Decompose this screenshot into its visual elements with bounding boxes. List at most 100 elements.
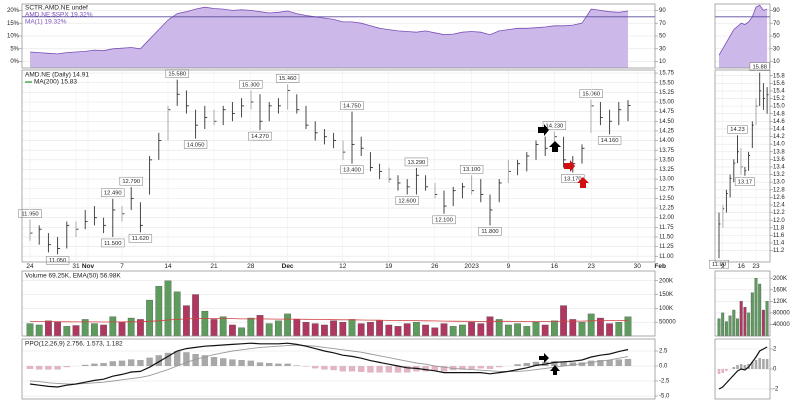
- annotation-box: [101, 238, 125, 248]
- histogram-bar: [758, 358, 761, 369]
- y-tick-label: 120K: [773, 299, 787, 305]
- y-tick-label: 15.2: [773, 96, 785, 102]
- histogram-bar: [477, 366, 485, 369]
- y-tick-label: 13.75: [659, 148, 675, 154]
- y-tick-label: 10: [659, 59, 666, 65]
- histogram-bar: [606, 360, 613, 366]
- volume-bar: [750, 292, 754, 337]
- histogram-bar: [311, 366, 319, 369]
- y-tick-label: 14.2: [773, 134, 785, 140]
- panel-frame: [714, 69, 771, 263]
- annotation-label: 14.270: [251, 134, 269, 140]
- y-tick-label: 12.25: [659, 206, 675, 212]
- x-tick-label: 30: [634, 263, 642, 270]
- annotation-box: [597, 136, 622, 145]
- annotation-label: 11.050: [49, 258, 66, 264]
- y-tick-label: 10: [773, 59, 780, 65]
- volume-bar: [91, 323, 98, 337]
- annotation-label: 12.490: [104, 191, 122, 197]
- volume-bar: [606, 323, 613, 337]
- volume-bar: [477, 323, 485, 337]
- annotation-label: 13.400: [343, 168, 361, 174]
- y-tick-label: 12.0: [773, 218, 785, 224]
- volume-bar: [127, 317, 135, 337]
- volume-bar: [739, 301, 743, 337]
- histogram-bar: [238, 360, 245, 366]
- volume-bar: [256, 315, 264, 337]
- volume-bar: [403, 323, 411, 337]
- annotation-label: 14.750: [343, 103, 361, 109]
- annotation-label: 12.790: [122, 179, 140, 185]
- histogram-bar: [403, 366, 411, 373]
- annotation-label: 12.100: [435, 218, 453, 224]
- histogram-bar: [486, 366, 494, 369]
- y-tick-label: 13.25: [659, 167, 675, 173]
- volume-bar: [717, 318, 721, 337]
- histogram-bar: [54, 366, 61, 370]
- histogram-bar: [468, 366, 475, 369]
- volume-bar: [724, 321, 728, 337]
- annotation-box: [248, 131, 272, 141]
- histogram-bar: [615, 359, 623, 366]
- y-tick-label: 200K: [659, 278, 673, 284]
- volume-bar: [624, 316, 632, 337]
- volume-bar: [302, 322, 310, 337]
- legend-entry: MA(200) 15.83: [34, 79, 77, 86]
- volume-bar: [210, 319, 218, 337]
- volume-bar: [146, 299, 153, 337]
- y-tick-label: 15.0: [773, 104, 785, 110]
- histogram-bar: [721, 369, 724, 373]
- volume-bar: [743, 306, 747, 337]
- y-tick-label: 200K: [773, 276, 787, 282]
- y-tick-label: 12.8: [773, 187, 785, 193]
- y-tick-label: 15.4: [773, 88, 785, 94]
- volume-bar: [321, 324, 328, 337]
- histogram-bar: [45, 366, 52, 370]
- volume-bar: [164, 280, 172, 337]
- volume-bar: [100, 324, 107, 337]
- histogram-bar: [569, 362, 577, 366]
- annotation-box: [119, 176, 143, 186]
- y-tick-label: 14.75: [659, 109, 675, 115]
- histogram-bar: [302, 366, 310, 367]
- x-tick-label: Dec: [282, 263, 294, 270]
- x-tick-label: 14: [164, 263, 172, 270]
- volume-bar: [440, 323, 448, 337]
- histogram-bar: [739, 364, 743, 369]
- panel-frame: [714, 270, 771, 337]
- volume-bar: [615, 322, 623, 337]
- volume-bar: [394, 326, 402, 337]
- panel-frame: [21, 338, 656, 400]
- y-tick-label: -2.5: [659, 379, 670, 385]
- histogram-bar: [35, 366, 43, 370]
- volume-bar: [505, 324, 512, 337]
- volume-bar: [541, 324, 549, 337]
- histogram-bar: [624, 358, 632, 366]
- histogram-bar: [201, 355, 209, 366]
- y-tick-label: 13.0: [773, 180, 785, 186]
- volume-bar: [339, 322, 347, 337]
- y-tick-label: 15.50: [659, 80, 675, 86]
- y-tick-label: 14.50: [659, 119, 675, 125]
- y-tick-label: 11.6: [773, 233, 785, 239]
- area-fill: [719, 5, 768, 69]
- annotation-box: [709, 259, 729, 269]
- volume-bar: [587, 313, 595, 337]
- histogram-bar: [219, 358, 227, 366]
- arrow: [564, 160, 575, 172]
- histogram-bar: [751, 362, 754, 369]
- y-tick-label: 150K: [659, 292, 673, 298]
- arrow: [539, 353, 549, 363]
- y-tick-label: 0: [773, 367, 777, 373]
- arrow: [549, 141, 561, 152]
- y-tick-label: 160K: [773, 287, 787, 293]
- volume-bar: [431, 327, 439, 337]
- volume-bar: [284, 313, 291, 337]
- y-tick-label: 14.4: [773, 127, 785, 133]
- y-tick-label: 14.0: [773, 142, 785, 148]
- volume-bar: [747, 312, 751, 337]
- area-line: [718, 4, 768, 56]
- y-tick-label: 50: [659, 34, 666, 40]
- x-tick-label: 7: [120, 263, 124, 270]
- y-tick-label: 90: [773, 8, 780, 14]
